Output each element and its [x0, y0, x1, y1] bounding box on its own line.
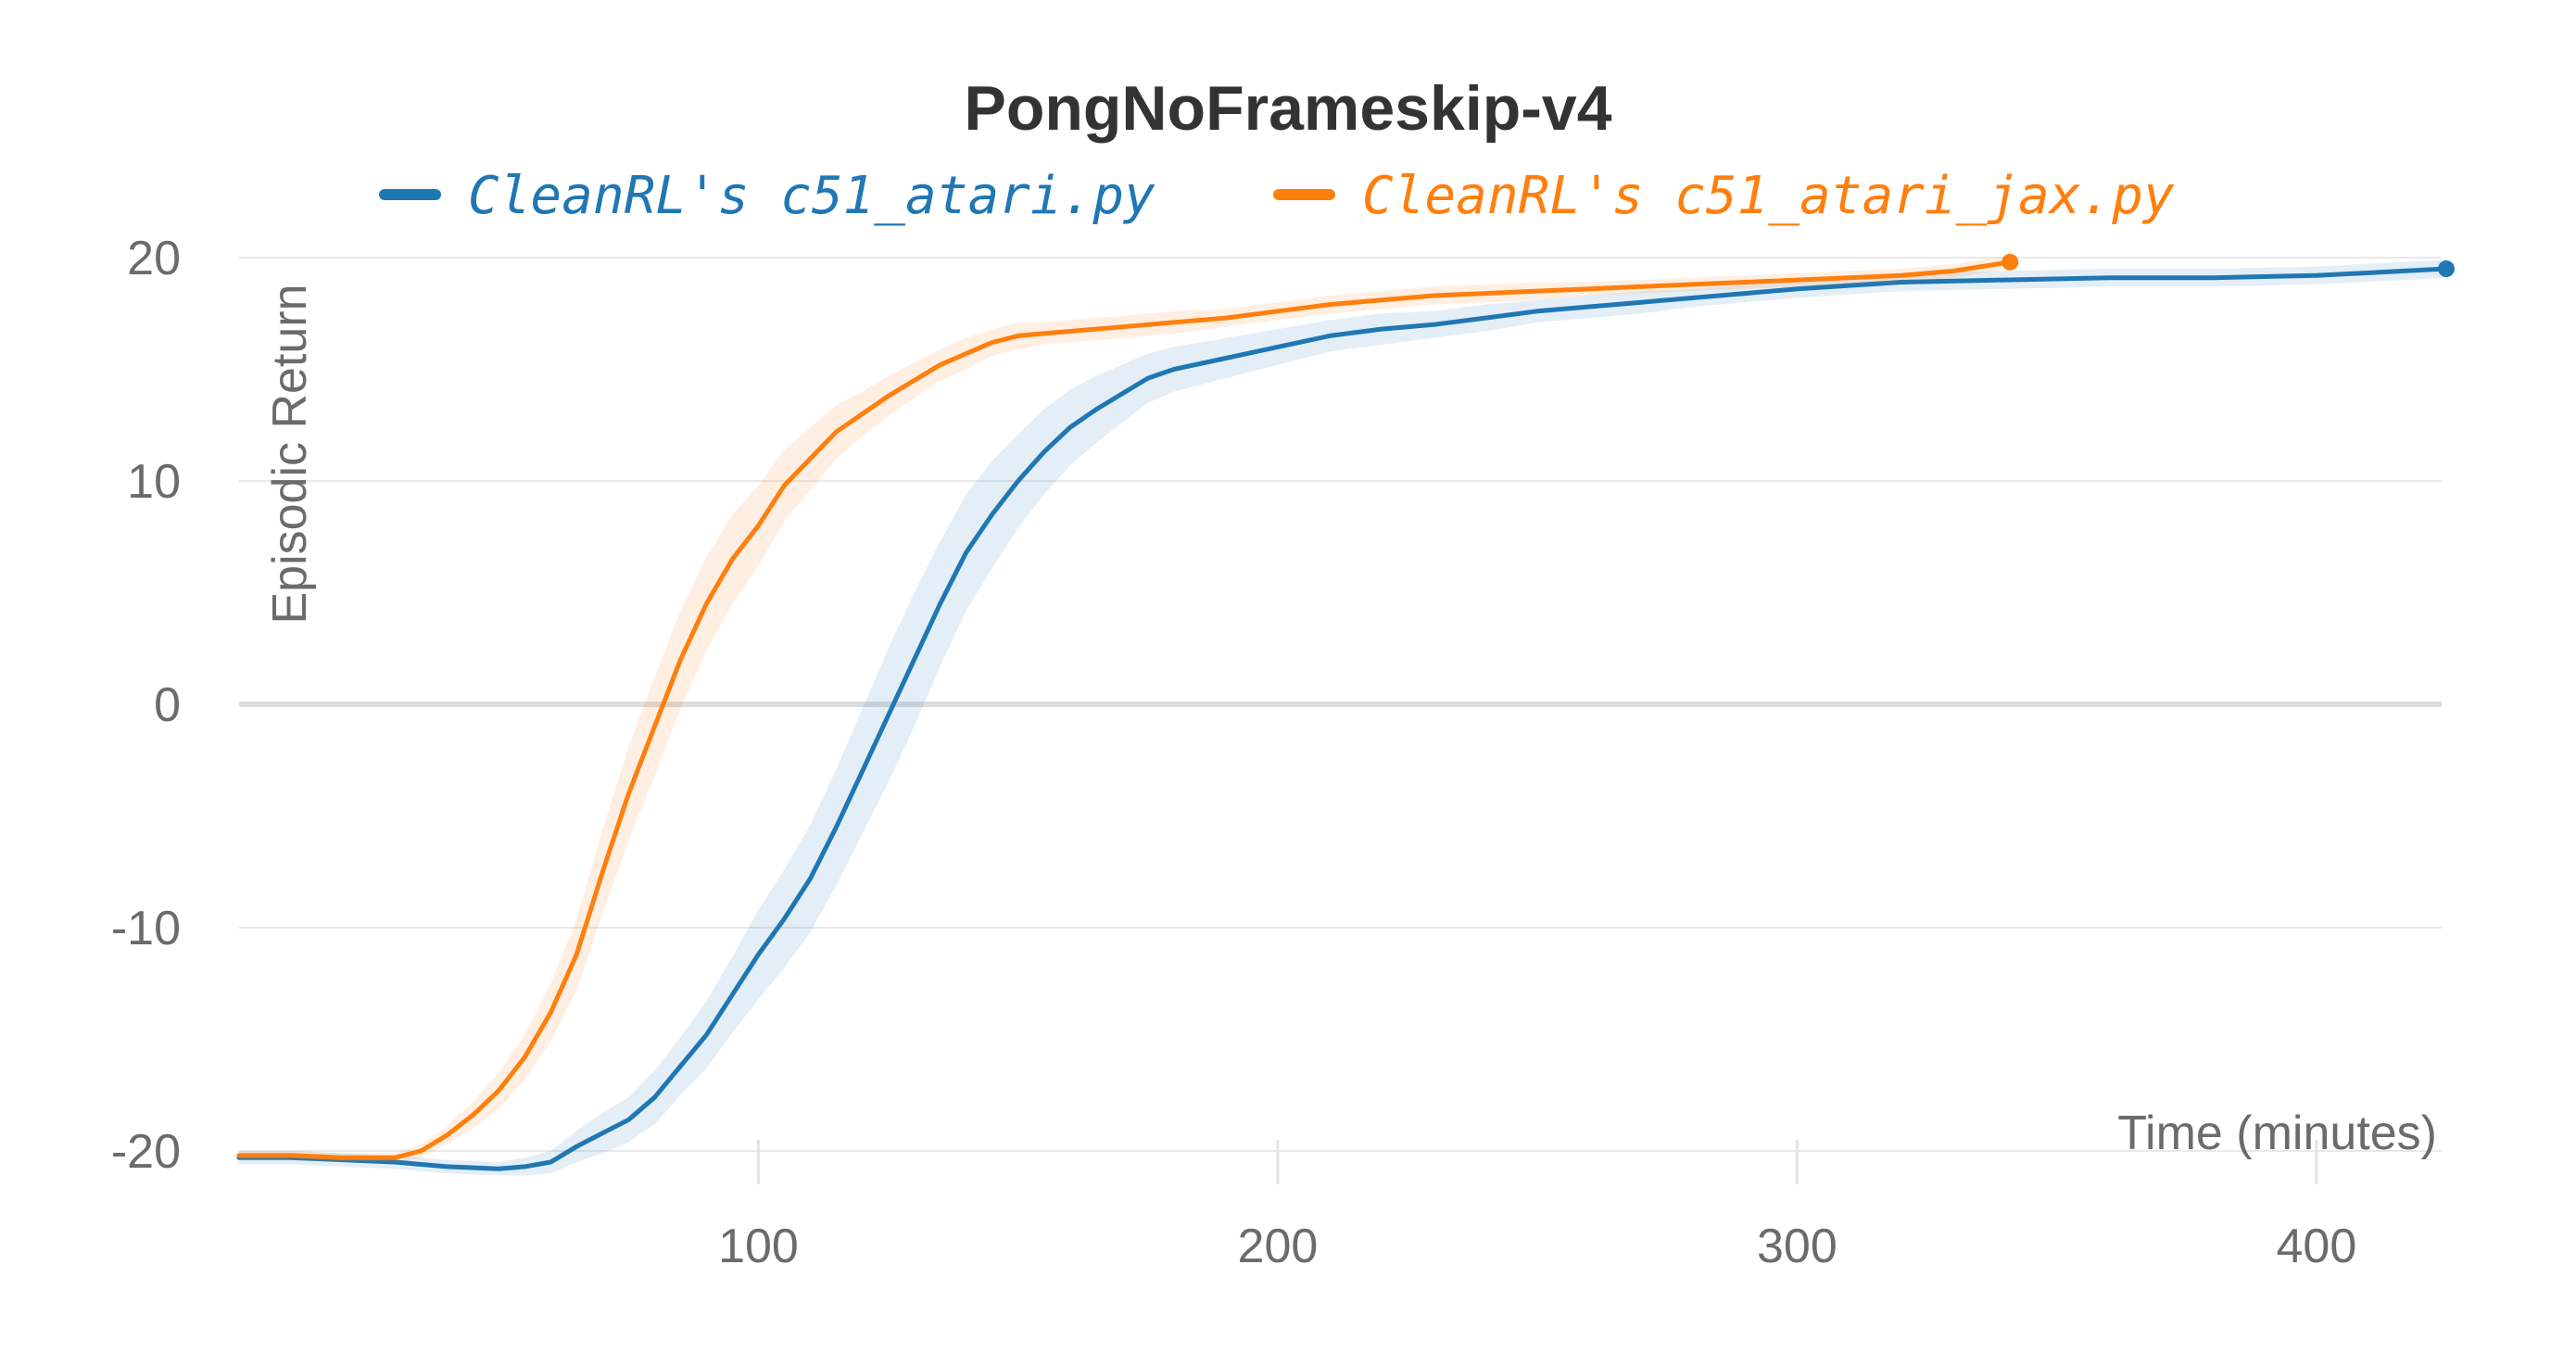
- y-axis-ticks: 20 10 0 -10 -20: [111, 232, 181, 1179]
- y-tick-label: -10: [111, 902, 181, 955]
- series-1: [236, 259, 2455, 1176]
- y-tick-label: 0: [154, 678, 181, 732]
- series-layer: [236, 253, 2455, 1176]
- series-band: [239, 259, 2446, 1176]
- x-tick-label: 200: [1238, 1220, 1319, 1273]
- series-end-point: [2438, 260, 2455, 278]
- x-axis-label: Time (minutes): [2117, 1106, 2437, 1160]
- series-end-point: [2001, 253, 2019, 271]
- legend-label: CleanRL's c51_atari.py: [468, 166, 1155, 226]
- legend-label: CleanRL's c51_atari_jax.py: [1362, 166, 2175, 226]
- chart-title: PongNoFrameskip-v4: [964, 73, 1611, 144]
- series-line: [236, 266, 2449, 1171]
- legend: CleanRL's c51_atari.py CleanRL's c51_atar…: [379, 166, 2175, 226]
- y-tick-label: 20: [127, 232, 181, 285]
- y-tick-label: 10: [127, 455, 181, 509]
- x-tick-label: 300: [1757, 1220, 1837, 1273]
- x-tick-label: 400: [2276, 1220, 2356, 1273]
- grid: [239, 257, 2442, 1152]
- series-line: [236, 259, 2013, 1160]
- x-tick-label: 100: [718, 1220, 799, 1273]
- y-tick-label: -20: [111, 1125, 181, 1179]
- x-axis-ticks: 100 200 300 400: [718, 1140, 2356, 1273]
- y-axis-label: Episodic Return: [263, 284, 317, 624]
- series-2: [236, 253, 2019, 1163]
